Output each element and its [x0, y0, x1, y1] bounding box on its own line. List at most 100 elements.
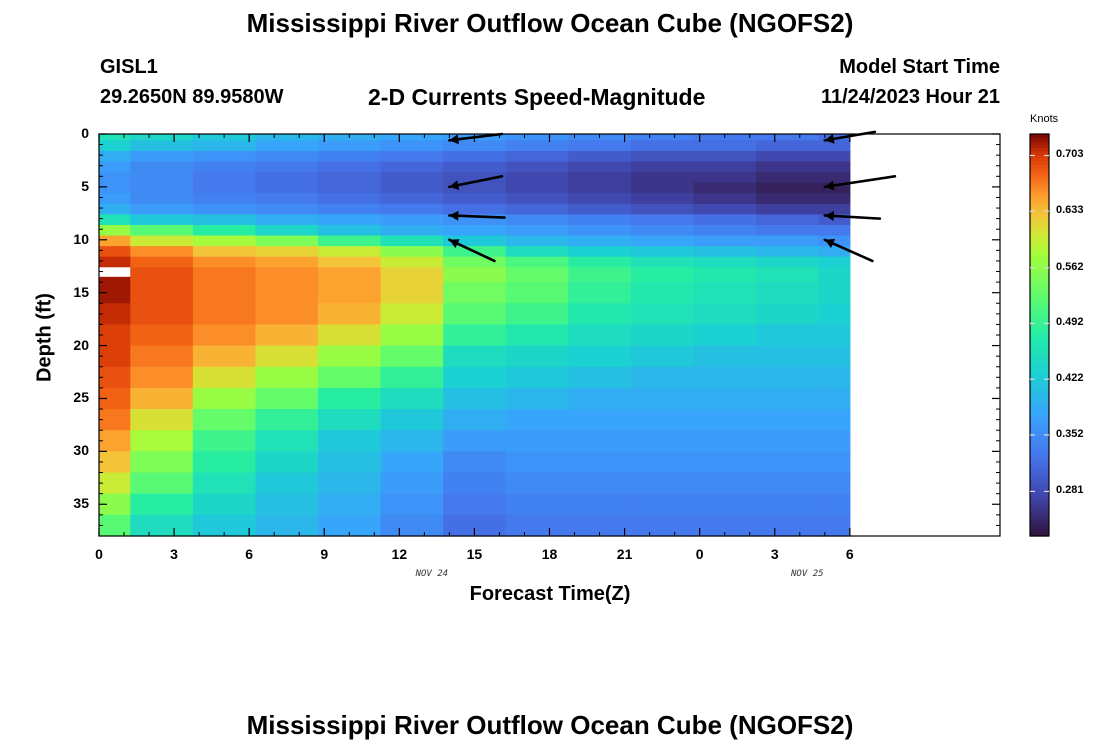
- heatmap-cell: [255, 235, 319, 247]
- colorbar-segment: [1030, 211, 1049, 215]
- colorbar-segment: [1030, 207, 1049, 212]
- heatmap-cell: [505, 324, 569, 347]
- heatmap-cell: [630, 150, 695, 163]
- heatmap-cell: [755, 172, 820, 184]
- heatmap-cell: [130, 324, 194, 347]
- heatmap-cell: [192, 224, 257, 237]
- heatmap-cell: [130, 256, 194, 268]
- heatmap-cell: [255, 493, 319, 516]
- heatmap-cell: [99, 246, 131, 258]
- heatmap-cell: [255, 214, 319, 226]
- heatmap-cell: [755, 256, 820, 268]
- colorbar-segment: [1030, 402, 1049, 406]
- colorbar-segment: [1030, 157, 1049, 162]
- colorbar-segment: [1030, 422, 1049, 427]
- heatmap-cell: [380, 387, 444, 410]
- heatmap-cell: [818, 430, 851, 452]
- heatmap-cell: [755, 224, 820, 237]
- heatmap-cell: [568, 472, 632, 495]
- y-tick-label: 35: [73, 495, 89, 512]
- heatmap-cell: [99, 303, 131, 326]
- colorbar-segment: [1030, 221, 1049, 226]
- heatmap-cell: [630, 430, 695, 452]
- y-tick-label: 30: [73, 442, 89, 459]
- colorbar-segment: [1030, 522, 1049, 527]
- colorbar-segment: [1030, 197, 1049, 202]
- heatmap-cell: [99, 172, 131, 184]
- heatmap-cell: [755, 134, 820, 141]
- heatmap-cell: [99, 366, 131, 389]
- colorbar-segment: [1030, 432, 1049, 437]
- colorbar-segment: [1030, 154, 1049, 159]
- colorbar-segment: [1030, 448, 1049, 453]
- heatmap-cell: [568, 203, 632, 215]
- colorbar-segment: [1030, 134, 1049, 138]
- heatmap-cell: [99, 430, 131, 452]
- heatmap-cell: [505, 256, 569, 268]
- heatmap-cell: [568, 324, 632, 347]
- heatmap-cell: [818, 493, 851, 516]
- heatmap-cell: [818, 451, 851, 474]
- heatmap-cell: [192, 303, 257, 326]
- colorbar-segment: [1030, 201, 1049, 205]
- heatmap-cell: [630, 203, 695, 215]
- heatmap-cell: [130, 172, 194, 184]
- heatmap-cell: [693, 150, 757, 163]
- heatmap-cell: [818, 514, 851, 537]
- heatmap-cell: [568, 150, 632, 163]
- heatmap-cell: [568, 409, 632, 431]
- heatmap-cell: [255, 387, 319, 410]
- heatmap-cell: [443, 256, 507, 268]
- colorbar-segment: [1030, 452, 1049, 457]
- colorbar-segment: [1030, 314, 1049, 319]
- heatmap-cell: [130, 387, 194, 410]
- y-tick-label: 15: [73, 283, 89, 300]
- x-tick-label: 0: [695, 546, 704, 562]
- current-vector: [448, 214, 506, 219]
- colorbar-segment: [1030, 418, 1049, 423]
- heatmap-cell: [192, 203, 257, 215]
- heatmap-cell: [505, 134, 569, 141]
- colorbar-segment: [1030, 345, 1049, 349]
- heatmap-cell: [255, 246, 319, 258]
- heatmap-cell: [380, 161, 444, 173]
- vector-arrowhead: [449, 134, 459, 145]
- heatmap-cell: [568, 430, 632, 452]
- heatmap-cell: [818, 161, 851, 173]
- heatmap-cell: [192, 409, 257, 431]
- colorbar-segment: [1030, 338, 1049, 343]
- colorbar-segment: [1030, 164, 1049, 169]
- heatmap-cell: [630, 324, 695, 347]
- heatmap-cell: [130, 472, 194, 495]
- heatmap-cell: [818, 256, 851, 268]
- colorbar-segment: [1030, 378, 1049, 383]
- colorbar-segment: [1030, 204, 1049, 209]
- heatmap-cell: [255, 282, 319, 304]
- colorbar-segment: [1030, 331, 1049, 336]
- heatmap-cell: [818, 150, 851, 163]
- heatmap-cell: [255, 161, 319, 173]
- heatmap-cell: [505, 366, 569, 389]
- heatmap-cell: [630, 214, 695, 226]
- heatmap-cell: [755, 324, 820, 347]
- heatmap-cell: [630, 514, 695, 537]
- colorbar-segment: [1030, 170, 1049, 175]
- colorbar-segment: [1030, 512, 1049, 517]
- heatmap-cell: [130, 150, 194, 163]
- heatmap-cell: [255, 134, 319, 141]
- heatmap-cell: [630, 409, 695, 431]
- heatmap-cell: [630, 193, 695, 205]
- heatmap-cell: [630, 282, 695, 304]
- heatmap-cell: [755, 140, 820, 152]
- heatmap-cell: [317, 493, 382, 516]
- heatmap-cell: [380, 246, 444, 258]
- page-title-bottom: Mississippi River Outflow Ocean Cube (NG…: [246, 710, 854, 740]
- heatmap-cell: [380, 409, 444, 431]
- heatmap-cell: [630, 172, 695, 184]
- colorbar-segment: [1030, 160, 1049, 165]
- colorbar-segment: [1030, 428, 1049, 433]
- x-tick-label: 12: [391, 546, 408, 562]
- heatmap-cell: [443, 267, 507, 283]
- colorbar-segment: [1030, 268, 1049, 272]
